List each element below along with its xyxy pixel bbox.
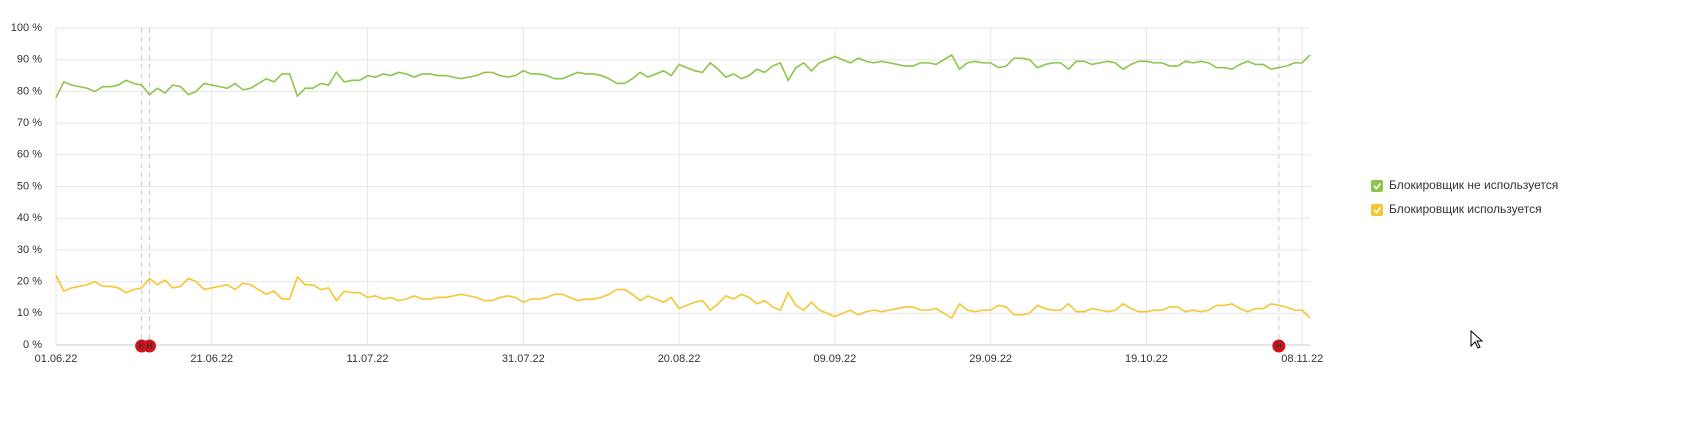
y-tick-label: 40 %	[17, 212, 42, 224]
annotation-label: H	[139, 342, 145, 351]
x-tick-label: 21.06.22	[190, 353, 233, 365]
y-tick-label: 20 %	[17, 276, 42, 288]
cursor	[1470, 329, 1484, 349]
legend-swatch	[1371, 180, 1383, 192]
series-line	[55, 274, 1311, 320]
y-tick-label: 50 %	[17, 180, 42, 192]
legend-check	[1373, 183, 1382, 190]
series-line	[55, 53, 1311, 99]
annotation-label: H	[147, 342, 153, 351]
x-tick-label: 19.10.22	[1125, 353, 1168, 365]
x-tick-label: 01.06.22	[35, 353, 78, 365]
legend-label: Блокировщик используется	[1389, 202, 1542, 216]
y-tick-label: 10 %	[17, 307, 42, 319]
annotation-marker	[1272, 339, 1286, 353]
annotation-marker	[142, 339, 156, 353]
annotation-label: H	[1276, 342, 1282, 351]
y-tick-label: 100 %	[11, 22, 42, 34]
x-tick-label: 11.07.22	[347, 353, 389, 365]
y-tick-label: 30 %	[17, 244, 42, 256]
legend-swatch	[1371, 204, 1383, 216]
y-tick-label: 70 %	[17, 117, 42, 129]
x-tick-label: 31.07.22	[502, 353, 545, 365]
x-tick-label: 08.11.22	[1281, 353, 1323, 365]
legend-label: Блокировщик не используется	[1389, 178, 1558, 192]
y-tick-label: 80 %	[17, 85, 42, 97]
y-tick-label: 90 %	[17, 54, 42, 66]
legend-check	[1373, 207, 1382, 214]
x-tick-label: 20.08.22	[658, 353, 701, 365]
y-tick-label: 0 %	[23, 339, 42, 351]
y-tick-label: 60 %	[17, 149, 42, 161]
x-tick-label: 09.09.22	[813, 353, 856, 365]
x-tick-label: 29.09.22	[969, 353, 1012, 365]
